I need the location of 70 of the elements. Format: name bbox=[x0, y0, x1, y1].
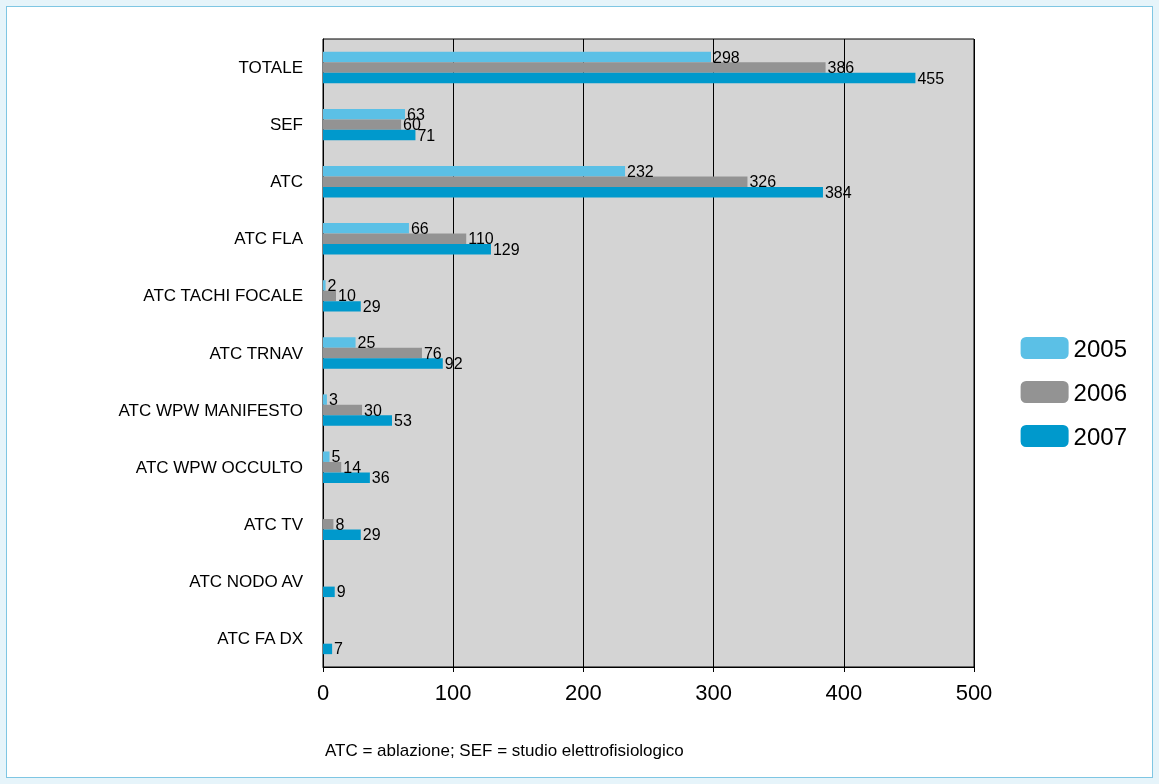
legend-label: 2007 bbox=[1073, 422, 1127, 450]
x-tick-label: 200 bbox=[565, 679, 602, 705]
bar bbox=[323, 186, 823, 198]
bar bbox=[323, 280, 326, 291]
bar bbox=[323, 166, 626, 177]
bar bbox=[323, 358, 443, 369]
bar bbox=[323, 72, 916, 84]
data-label: 232 bbox=[627, 162, 654, 180]
x-tick-label: 0 bbox=[316, 679, 330, 705]
data-label: 7 bbox=[334, 640, 344, 658]
bar bbox=[323, 529, 361, 540]
data-label: 8 bbox=[335, 515, 345, 533]
bar bbox=[323, 461, 342, 473]
data-label: 129 bbox=[492, 240, 520, 258]
y-tick-label: ATC TACHI FOCALE bbox=[143, 286, 303, 306]
data-label: 9 bbox=[336, 583, 346, 601]
bar bbox=[323, 223, 409, 234]
bar bbox=[323, 119, 402, 130]
y-tick-label: TOTALE bbox=[238, 58, 303, 78]
data-label: 326 bbox=[749, 173, 777, 191]
y-tick-label: ATC NODO AV bbox=[189, 571, 304, 591]
bar bbox=[323, 129, 416, 141]
bar bbox=[323, 394, 327, 405]
y-tick-label: SEF bbox=[269, 115, 303, 135]
data-label: 25 bbox=[357, 334, 376, 352]
y-tick-label: ATC bbox=[270, 172, 303, 192]
x-tick-label: 100 bbox=[434, 679, 472, 705]
data-label: 110 bbox=[468, 230, 494, 248]
bar bbox=[323, 290, 337, 302]
data-label: 30 bbox=[364, 401, 382, 419]
legend-label: 2005 bbox=[1073, 334, 1127, 362]
bar bbox=[323, 176, 748, 187]
x-tick-label: 300 bbox=[695, 679, 732, 705]
bar bbox=[323, 586, 335, 598]
data-label: 29 bbox=[362, 526, 381, 544]
data-label: 2 bbox=[327, 276, 337, 294]
bar bbox=[323, 451, 330, 462]
bar bbox=[323, 244, 491, 255]
bar bbox=[323, 108, 406, 120]
data-label: 36 bbox=[371, 469, 390, 487]
data-label: 3 bbox=[328, 391, 338, 409]
bar bbox=[323, 51, 711, 63]
bar bbox=[323, 301, 361, 312]
legend-label: 2006 bbox=[1073, 378, 1127, 406]
data-label: 53 bbox=[394, 412, 412, 430]
x-tick-label: 500 bbox=[955, 679, 993, 705]
data-label: 29 bbox=[362, 297, 381, 315]
text: ATC = ablazione; SEF = studio elettrofisiologico bbox=[325, 741, 684, 760]
y-tick-label: ATC TRNAV bbox=[209, 343, 304, 363]
y-tick-label: ATC WPW OCCULTO bbox=[135, 457, 303, 477]
data-label: 455 bbox=[917, 69, 945, 87]
data-label: 14 bbox=[343, 458, 362, 476]
x-tick-label: 400 bbox=[825, 679, 863, 705]
bar bbox=[323, 643, 333, 655]
y-tick-label: ATC TV bbox=[244, 514, 304, 534]
y-tick-label: ATC WPW MANIFESTO bbox=[118, 400, 303, 420]
data-label: 5 bbox=[331, 448, 341, 466]
data-label: 66 bbox=[410, 219, 429, 237]
data-label: 10 bbox=[338, 287, 356, 305]
y-tick-label: ATC FLA bbox=[234, 229, 304, 249]
y-tick-label: ATC FA DX bbox=[217, 628, 303, 648]
data-label: 76 bbox=[423, 344, 442, 362]
bar bbox=[323, 415, 393, 426]
bar bbox=[323, 472, 370, 483]
bar bbox=[323, 233, 467, 245]
bar bbox=[323, 337, 356, 348]
bar bbox=[323, 347, 422, 359]
bar bbox=[323, 62, 826, 73]
bar bbox=[323, 519, 334, 530]
bar bbox=[323, 404, 363, 416]
